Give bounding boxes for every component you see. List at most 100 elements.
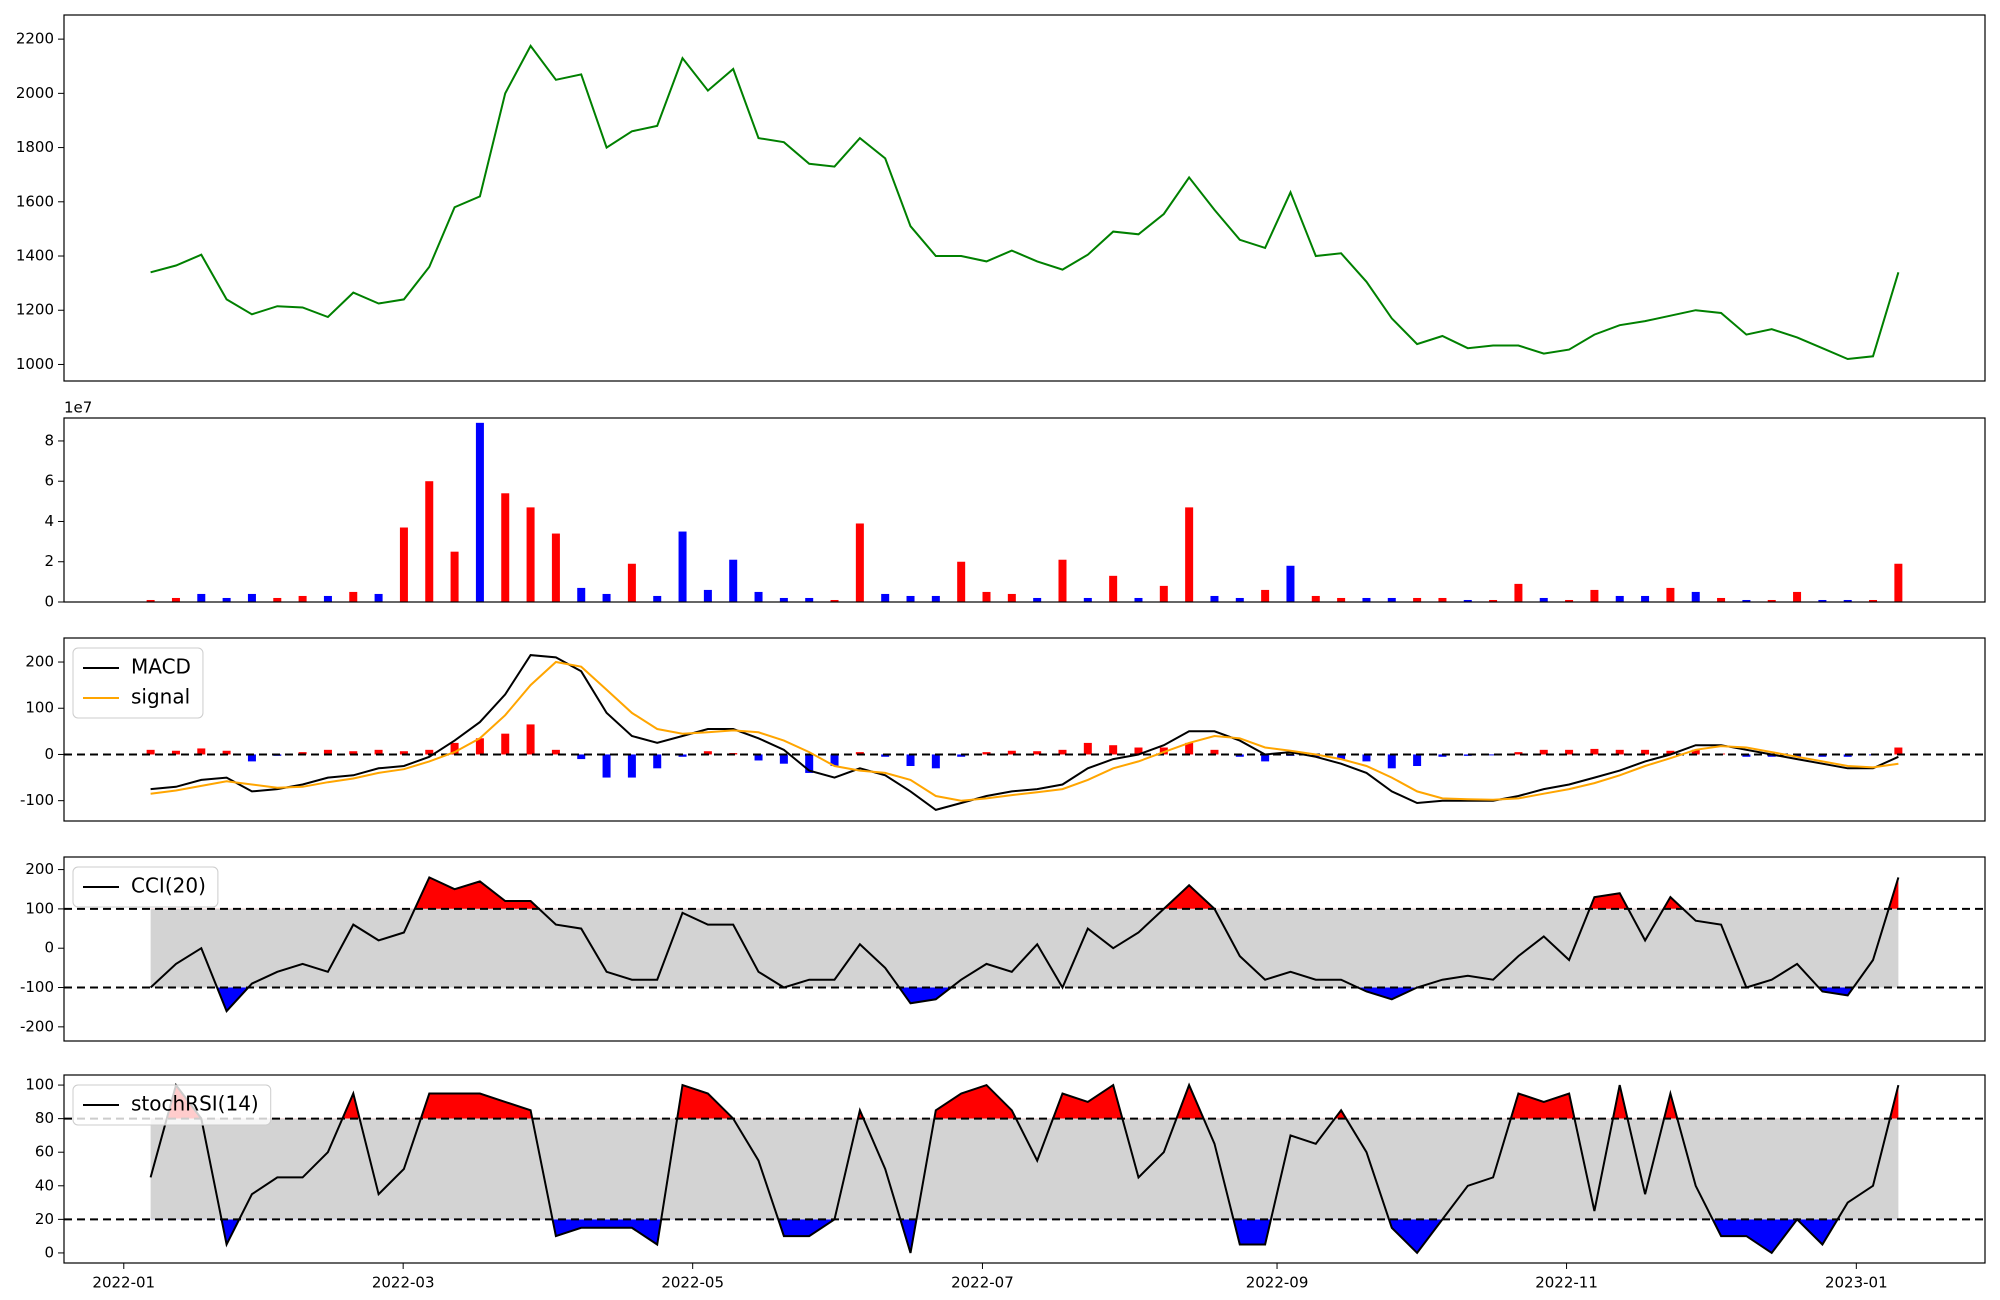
offset-label: 1e7 bbox=[64, 399, 92, 417]
histogram-bar bbox=[475, 738, 484, 755]
legend-label: MACD bbox=[131, 655, 191, 679]
histogram-bar bbox=[1843, 754, 1852, 757]
volume-bar bbox=[1742, 599, 1751, 602]
y-tick-label: 200 bbox=[25, 653, 54, 671]
x-tick-label: 2022-01 bbox=[92, 1274, 155, 1292]
histogram-bar bbox=[1742, 754, 1751, 757]
y-tick-label: 0 bbox=[44, 939, 54, 957]
volume-bar bbox=[1869, 599, 1878, 602]
volume-bar bbox=[1413, 597, 1422, 602]
histogram-bar bbox=[349, 751, 358, 755]
histogram-bar bbox=[1666, 750, 1675, 755]
histogram-bar bbox=[1767, 754, 1776, 757]
histogram-bar bbox=[1134, 747, 1143, 755]
y-tick-label: 20 bbox=[35, 1210, 54, 1228]
histogram-bar bbox=[830, 754, 839, 767]
panel: 0 20 40 60 80 100 stochRSI(14) 2022-01 2022-03 20… bbox=[25, 1074, 1986, 1292]
price-line bbox=[150, 44, 1900, 361]
volume-bar bbox=[1767, 599, 1776, 602]
volume-bar bbox=[627, 563, 636, 602]
volume-bar bbox=[1793, 591, 1802, 602]
histogram-bar bbox=[678, 754, 687, 757]
volume-bar bbox=[881, 593, 890, 602]
legend-box bbox=[72, 647, 204, 719]
y-tick-label: 2200 bbox=[16, 30, 54, 48]
indicator-line bbox=[149, 1082, 1900, 1255]
y-tick-label: 100 bbox=[25, 899, 54, 917]
volume-bar bbox=[779, 597, 788, 602]
histogram-bar bbox=[1641, 749, 1650, 755]
histogram-bar bbox=[1894, 747, 1903, 755]
volume-bar bbox=[1894, 563, 1903, 602]
indicator-line bbox=[149, 876, 1900, 1013]
histogram-bar bbox=[931, 754, 940, 769]
histogram-bar bbox=[653, 754, 662, 769]
histogram-bar bbox=[501, 733, 510, 755]
volume-bar bbox=[1362, 597, 1371, 602]
volume-bar bbox=[1033, 597, 1042, 602]
volume-bar bbox=[1235, 597, 1244, 602]
y-tick-label: 8 bbox=[44, 431, 54, 449]
histogram-bar bbox=[855, 752, 864, 755]
volume-bar bbox=[805, 597, 814, 602]
legend-label: signal bbox=[131, 685, 190, 709]
histogram-bar bbox=[1109, 745, 1118, 755]
histogram-bar bbox=[1261, 754, 1270, 762]
histogram-bar bbox=[1539, 749, 1548, 755]
histogram-bar bbox=[754, 754, 763, 761]
y-tick-label: -100 bbox=[20, 791, 54, 809]
volume-bar bbox=[425, 481, 434, 602]
histogram-bar bbox=[399, 751, 408, 755]
volume-bar bbox=[298, 595, 307, 602]
histogram-bar bbox=[957, 754, 966, 757]
legend-box bbox=[72, 1084, 272, 1126]
y-tick-label: 80 bbox=[35, 1109, 54, 1127]
volume-bar bbox=[729, 559, 738, 602]
y-tick-label: 200 bbox=[25, 860, 54, 878]
volume-bar bbox=[526, 507, 535, 602]
histogram-bar bbox=[627, 754, 636, 778]
volume-bar bbox=[1438, 597, 1447, 602]
volume-bar bbox=[703, 589, 712, 602]
volume-bar bbox=[349, 591, 358, 602]
histogram-bar bbox=[1590, 748, 1599, 755]
volume-bar bbox=[450, 551, 459, 602]
volume-bar bbox=[1058, 559, 1067, 602]
histogram-bar bbox=[779, 754, 788, 764]
volume-bar bbox=[551, 533, 560, 602]
histogram-bar bbox=[1793, 754, 1802, 757]
volume-bar bbox=[273, 597, 282, 602]
histogram-bar bbox=[703, 751, 712, 755]
histogram-bar bbox=[1235, 754, 1244, 757]
volume-bar bbox=[1311, 595, 1320, 602]
histogram-bar bbox=[551, 749, 560, 755]
histogram-bar bbox=[146, 749, 155, 755]
volume-bar bbox=[1261, 589, 1270, 602]
volume-bar bbox=[146, 599, 155, 602]
histogram-bar bbox=[323, 749, 332, 755]
volume-bar bbox=[830, 599, 839, 602]
y-tick-label: -200 bbox=[20, 1017, 54, 1035]
volume-bar bbox=[1615, 595, 1624, 602]
volume-bar bbox=[1159, 585, 1168, 602]
panel: -100 0 100 200 MACD signal bbox=[20, 637, 1986, 822]
x-tick-label: 2022-07 bbox=[951, 1274, 1014, 1292]
histogram-bar bbox=[1311, 754, 1320, 757]
axes-frame bbox=[63, 856, 1986, 1042]
volume-bar bbox=[602, 593, 611, 602]
histogram-bar bbox=[1565, 749, 1574, 755]
volume-bar bbox=[1463, 599, 1472, 602]
histogram-bar bbox=[526, 724, 535, 755]
histogram-bar bbox=[450, 742, 459, 755]
indicator-line bbox=[150, 654, 1899, 811]
x-tick-label: 2022-05 bbox=[661, 1274, 724, 1292]
panel: 0 2 4 6 8 1e7 bbox=[44, 399, 1986, 611]
histogram-bar bbox=[374, 749, 383, 755]
histogram-bar bbox=[1159, 747, 1168, 755]
histogram-bar bbox=[906, 754, 915, 767]
legend-label: stochRSI(14) bbox=[131, 1092, 259, 1116]
panel: -200 -100 0 100 200 CCI(20) bbox=[20, 856, 1986, 1042]
volume-bar bbox=[1007, 593, 1016, 602]
